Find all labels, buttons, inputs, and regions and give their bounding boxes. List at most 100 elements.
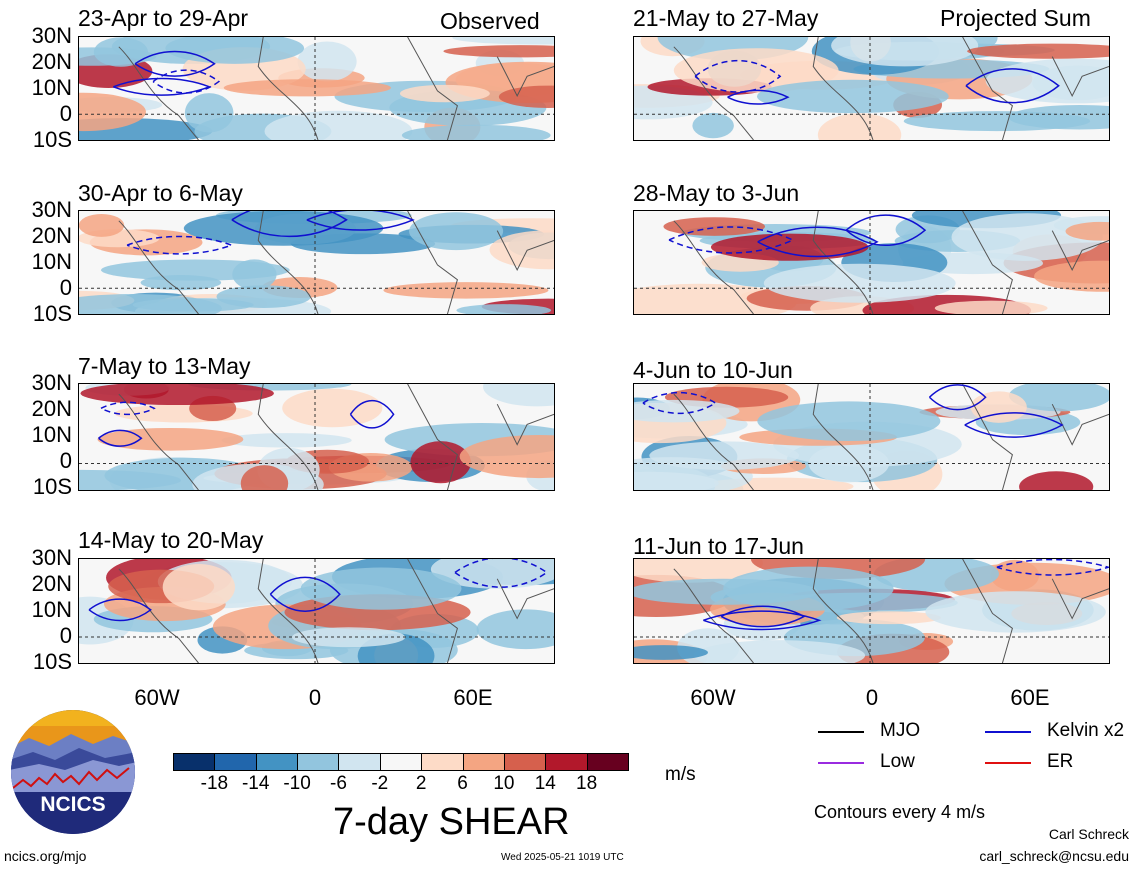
kelvin-contour: [757, 226, 879, 258]
colorbar-cell: [503, 753, 547, 771]
shear-blob: [430, 559, 554, 589]
colorbar-cell: [297, 753, 340, 771]
shear-blob: [634, 399, 740, 423]
kelvin-contour: [134, 50, 216, 77]
shear-blob: [663, 217, 766, 236]
kelvin-contour: [964, 412, 1064, 438]
kelvin-contour: [306, 211, 415, 231]
colorbar-tick-label: -2: [371, 773, 389, 794]
colorbar-tick-label: -6: [330, 773, 347, 794]
lon-label-0-left: 0: [308, 685, 322, 710]
shear-blob: [459, 435, 554, 479]
footer-site: ncics.org/mjo: [4, 848, 87, 864]
lat-label-row2: 30N: [31, 197, 72, 222]
shear-blob: [817, 113, 902, 140]
colorbar-tick-label: -18: [200, 773, 229, 794]
shear-blob: [836, 611, 941, 625]
colorbar-tick-label: -10: [283, 773, 311, 794]
lat-label-row3: 0: [59, 448, 72, 473]
kelvin-contour: [928, 384, 987, 411]
map-panel-5: [78, 383, 555, 491]
shear-blob: [97, 427, 244, 451]
legend-line-low: [818, 762, 864, 764]
kelvin-contour: [113, 77, 212, 96]
kelvin-contour: [996, 559, 1109, 576]
shear-blob: [925, 591, 1106, 633]
coastline: [118, 211, 554, 314]
shear-blob: [409, 212, 504, 251]
kelvin-contour: [152, 69, 221, 94]
kelvin-contour: [703, 610, 822, 631]
lon-label-60e-right: 60E: [1010, 685, 1050, 710]
legend-label: Kelvin x2: [1047, 720, 1125, 741]
shear-blob: [399, 84, 490, 103]
shear-blob: [692, 112, 734, 139]
shear-blob: [79, 469, 182, 490]
shear-blob: [476, 609, 554, 650]
legend-label: Low: [880, 751, 915, 772]
shear-field: [634, 211, 1109, 314]
ncics-logo: NCICS: [9, 708, 137, 836]
shear-blob: [756, 79, 949, 114]
panel-title-7: 14-May to 20-May: [78, 527, 264, 553]
shear-blob: [184, 93, 234, 133]
map-panel-3: [78, 210, 555, 315]
kelvin-contour: [694, 59, 782, 93]
shear-blob: [985, 58, 1109, 104]
panel-title-4: 28-May to 3-Jun: [633, 180, 800, 206]
colorbar-tick-label: 10: [493, 773, 515, 794]
chart-title: 7-day SHEAR: [333, 801, 570, 843]
contour-note: Contours every 4 m/s: [814, 802, 986, 822]
lat-label-row1: 10N: [31, 75, 72, 100]
shear-blob: [232, 259, 277, 290]
lat-label-row3: 10S: [32, 474, 72, 499]
kelvin-contour: [454, 559, 549, 588]
colorbar-cell: [173, 753, 216, 771]
map-panel-1: [78, 36, 555, 141]
shear-blob: [452, 37, 554, 45]
panel-title-3: 30-Apr to 6-May: [78, 180, 243, 206]
colorbar-tick-label: 2: [415, 773, 427, 794]
shear-field: [634, 37, 1109, 140]
lat-label-row4: 30N: [31, 545, 72, 570]
colorbar-cell: [255, 753, 299, 771]
colorbar-cell: [586, 753, 629, 771]
legend-label: MJO: [880, 720, 921, 741]
colorbar-cell: [421, 753, 464, 771]
lat-label-row1: 20N: [31, 49, 72, 74]
shear-blob: [79, 47, 157, 66]
colorbar-tick-label: 18: [576, 773, 598, 794]
kelvin-contour: [100, 401, 156, 416]
colorbar-units: m/s: [665, 764, 696, 785]
lat-label-row3: 10N: [31, 422, 72, 447]
shear-blob: [498, 85, 554, 108]
kelvin-contour: [642, 392, 717, 414]
shear-blob: [1065, 221, 1109, 241]
shear-blob: [763, 263, 956, 303]
colorbar-cell: [338, 753, 381, 771]
map-panel-4: [633, 210, 1110, 315]
shear-blob: [79, 213, 125, 237]
lat-label-row3: 20N: [31, 396, 72, 421]
coastline: [673, 559, 1109, 663]
footer-timestamp: Wed 2025-05-21 1019 UTC: [501, 852, 624, 863]
shear-field: [79, 37, 554, 140]
shear-field: [79, 384, 554, 490]
shear-blob: [297, 41, 357, 82]
coastline: [118, 384, 554, 490]
shear-blob: [221, 433, 352, 448]
shear-blob: [673, 48, 839, 93]
shear-blob: [934, 300, 1048, 314]
shear-blob: [80, 384, 274, 406]
map-panel-7: [78, 558, 555, 664]
shear-blob: [456, 304, 552, 314]
kelvin-contour: [98, 429, 143, 447]
kelvin-contour: [126, 235, 234, 255]
shear-field: [634, 559, 1109, 663]
lat-label-row1: 0: [59, 101, 72, 126]
coastline: [673, 384, 1109, 490]
shear-blob: [489, 230, 554, 270]
footer-email: carl_schreck@ncsu.edu: [979, 848, 1129, 864]
lat-label-row4: 10S: [32, 649, 72, 674]
shear-blob: [162, 564, 236, 611]
